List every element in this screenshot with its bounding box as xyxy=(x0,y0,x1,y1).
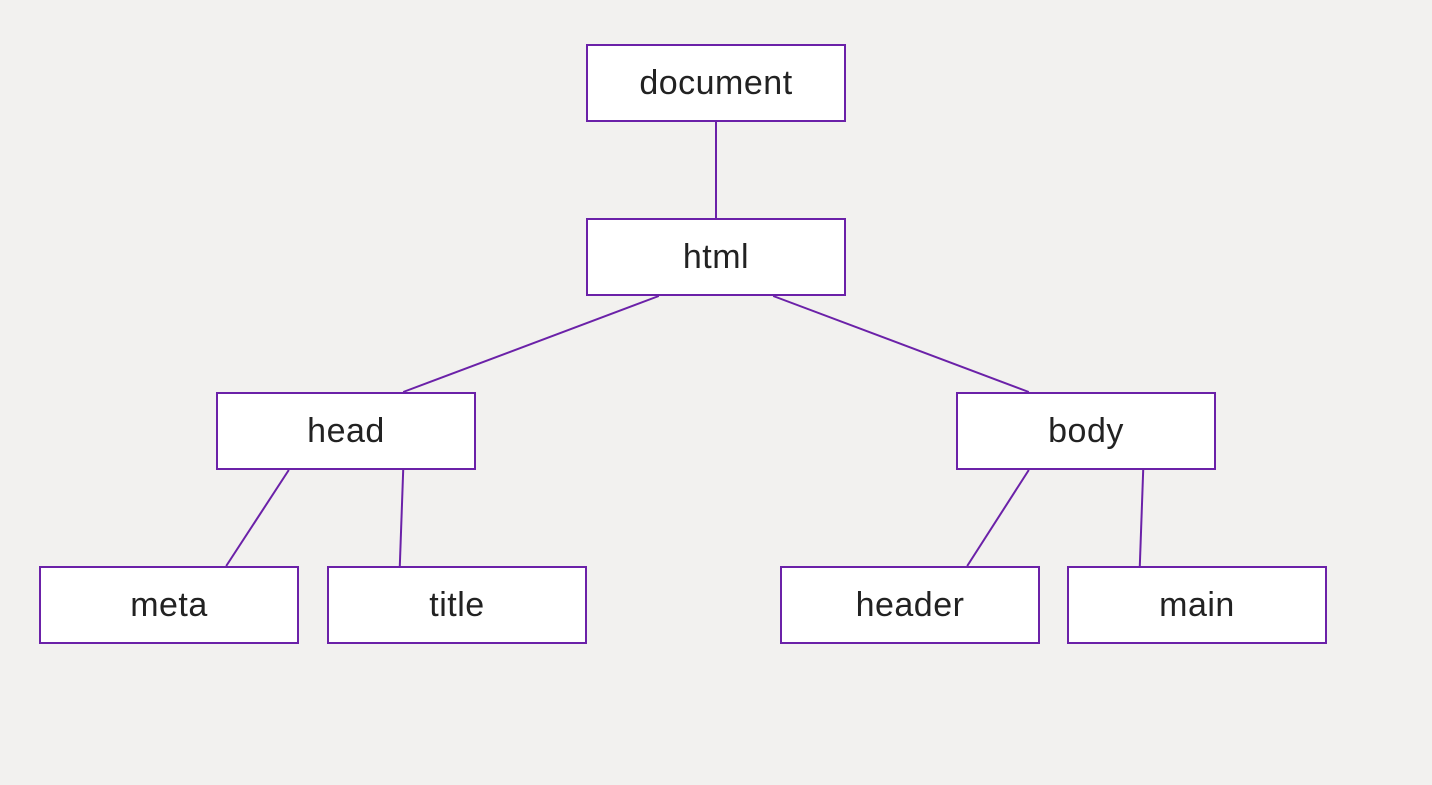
tree-node-main: main xyxy=(1067,566,1327,644)
tree-node-meta: meta xyxy=(39,566,299,644)
tree-edge xyxy=(1140,470,1143,566)
tree-node-label: body xyxy=(1048,412,1124,451)
tree-node-label: html xyxy=(683,238,749,277)
diagram-canvas: document html head body meta title heade… xyxy=(0,0,1432,785)
tree-edge xyxy=(773,296,1029,392)
tree-node-html: html xyxy=(586,218,846,296)
tree-node-label: document xyxy=(639,64,792,103)
tree-node-document: document xyxy=(586,44,846,122)
tree-node-body: body xyxy=(956,392,1216,470)
tree-node-title: title xyxy=(327,566,587,644)
tree-node-label: meta xyxy=(130,586,208,625)
tree-edge xyxy=(967,470,1029,566)
tree-node-label: head xyxy=(307,412,385,451)
tree-edge xyxy=(400,470,403,566)
tree-edge xyxy=(403,296,659,392)
tree-edge xyxy=(226,470,289,566)
tree-node-label: title xyxy=(429,586,484,625)
tree-node-head: head xyxy=(216,392,476,470)
tree-node-label: header xyxy=(856,586,965,625)
tree-node-header: header xyxy=(780,566,1040,644)
tree-node-label: main xyxy=(1159,586,1235,625)
